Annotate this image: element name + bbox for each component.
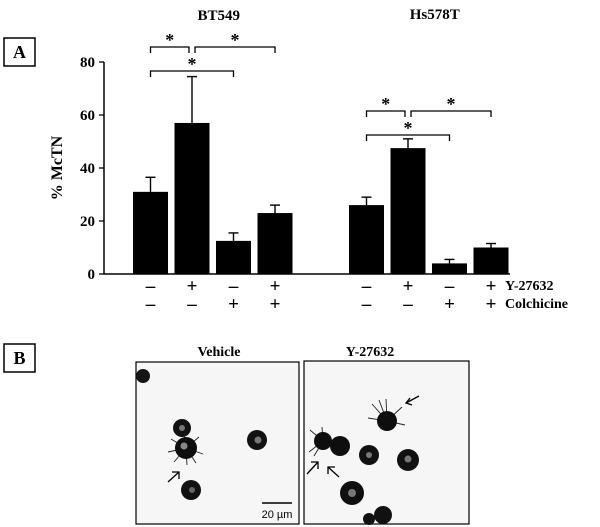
y27632-sign: + — [187, 276, 198, 297]
significance-bracket — [365, 110, 406, 117]
cell-with-protrusions — [367, 398, 406, 431]
arrow-icon — [306, 461, 319, 475]
significance-label: * — [447, 94, 456, 114]
cell — [340, 481, 364, 505]
cell — [181, 480, 201, 500]
significance-brackets: * * * * * * — [149, 30, 492, 141]
bar — [473, 247, 509, 274]
panel-a-box — [3, 37, 36, 67]
colchicine-sign: – — [361, 294, 372, 315]
significance-label: * — [404, 118, 413, 138]
image-title-vehicle: Vehicle — [197, 345, 240, 360]
significance-bracket — [149, 46, 190, 53]
cell — [359, 445, 379, 465]
colchicine-sign: + — [444, 294, 455, 315]
micrograph-y27632 — [303, 360, 470, 525]
cell — [374, 506, 392, 524]
colchicine-sign: – — [145, 294, 156, 315]
colchicine-sign: – — [186, 294, 197, 315]
y27632-sign: + — [403, 276, 414, 297]
significance-label: * — [231, 30, 240, 50]
y-tick-label: 60 — [80, 108, 95, 124]
group-label: Hs578T — [410, 7, 460, 23]
cell-with-protrusions — [308, 426, 350, 457]
y27632-sign: – — [145, 276, 156, 297]
colchicine-sign: + — [270, 294, 281, 315]
micrograph-vehicle: 20 µm — [135, 361, 300, 525]
panel-b-label: B — [13, 348, 25, 368]
panel-b-box — [3, 343, 36, 373]
significance-bracket — [149, 70, 235, 77]
treatment-signs: ––+––+++––+––+++ — [145, 276, 497, 315]
y-tick-label: 80 — [80, 55, 95, 71]
significance-bracket — [194, 46, 276, 53]
cell — [247, 430, 267, 450]
image-title-y27632: Y-27632 — [346, 345, 395, 360]
significance-bracket — [365, 134, 451, 141]
cell-with-protrusions — [167, 432, 204, 466]
scale-bar-label: 20 µm — [262, 509, 293, 521]
y-tick-label: 20 — [80, 214, 95, 230]
significance-label: * — [381, 94, 390, 114]
y27632-sign: – — [361, 276, 372, 297]
bar — [133, 191, 168, 274]
y-tick-label: 0 — [88, 267, 96, 283]
bar — [174, 122, 210, 274]
group-labels: BT549 Hs578T — [197, 7, 459, 24]
y27632-sign: – — [228, 276, 239, 297]
y27632-sign: – — [444, 276, 455, 297]
cell — [173, 419, 191, 437]
arrow-icon — [167, 471, 180, 483]
arrow-icon — [404, 395, 420, 406]
significance-bracket — [410, 110, 492, 117]
cell — [136, 369, 150, 383]
bar — [216, 240, 251, 274]
colchicine-sign: + — [486, 294, 497, 315]
bar — [257, 213, 293, 274]
bar — [432, 263, 467, 274]
significance-label: * — [165, 30, 174, 50]
row-label-colchicine: Colchicine — [505, 297, 568, 312]
bar — [390, 148, 426, 274]
y-tick-label: 40 — [80, 161, 95, 177]
y27632-sign: + — [486, 276, 497, 297]
colchicine-sign: + — [228, 294, 239, 315]
significance-label: * — [188, 54, 197, 74]
group-label: BT549 — [197, 8, 240, 24]
bar — [349, 205, 384, 274]
colchicine-sign: – — [402, 294, 413, 315]
bars — [133, 75, 509, 274]
y27632-sign: + — [270, 276, 281, 297]
cell — [397, 449, 419, 471]
cell — [363, 513, 375, 525]
y-axis-label: % McTN — [49, 135, 66, 200]
panel-a-label: A — [13, 42, 26, 62]
row-label-y27632: Y-27632 — [505, 279, 554, 294]
arrow-icon — [327, 466, 340, 478]
